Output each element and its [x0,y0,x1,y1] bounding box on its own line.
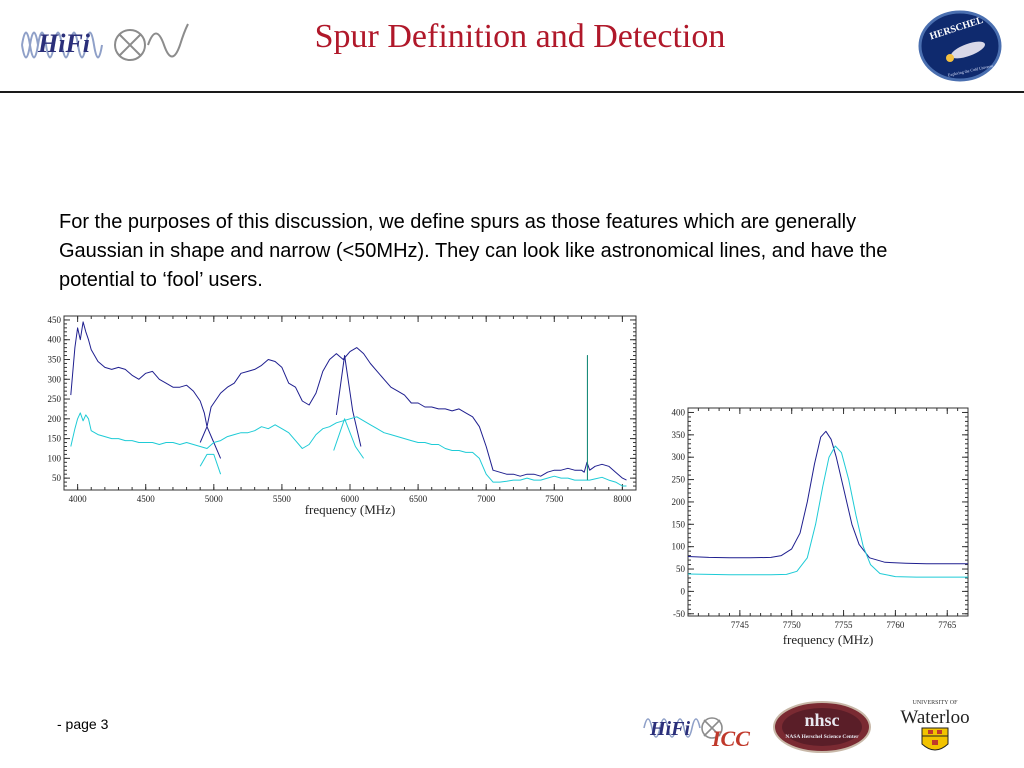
chart1-y-tick-label: 350 [48,355,62,365]
chart1-y-tick-label: 400 [48,335,62,345]
chart1-series-5 [333,418,365,459]
chart1-x-tick-label: 7000 [477,494,496,504]
chart1-x-axis-label: frequency (MHz) [305,502,396,517]
chart2-y-tick-label: 400 [672,407,686,417]
chart2-x-axis: 7745 7750 7755 7760 7765 [687,408,969,630]
chart2-series-1 [687,445,968,578]
waterloo-logo: UNIVERSITY OF Waterloo [894,694,976,760]
chart2-y-tick-label: 50 [676,564,686,574]
nhsc-logo-subtitle: NASA Herschel Science Center [785,734,859,740]
chart1-series-2 [335,355,362,447]
chart1-x-tick-label: 7500 [545,494,564,504]
page-title: Spur Definition and Detection [314,18,726,55]
chart2-y-tick-label: -50 [673,609,685,619]
wide-spectrum-chart: 4000 4500 5000 5500 6000 6500 7000 7500 8000 50 10… [48,315,637,517]
header-divider [0,91,1024,93]
chart1-y-tick-label: 200 [48,414,62,424]
chart2-y-tick-label: 100 [672,542,686,552]
chart2-y-tick-label: 300 [672,452,686,462]
nhsc-logo-text: nhsc [804,710,839,730]
chart2-x-tick-label: 7755 [835,620,854,630]
chart2-y-tick-label: 250 [672,475,686,485]
chart1-series-4 [199,453,222,475]
waterloo-logo-top: UNIVERSITY OF [913,700,959,706]
chart1-y-tick-label: 50 [52,473,62,483]
hifi-icc-logo: HiFi ICC [640,704,758,752]
chart1-x-tick-label: 4500 [137,494,156,504]
hifi-logo-text: HiFi [37,29,91,58]
chart1-y-tick-label: 250 [48,394,62,404]
zoomed-spur-chart: 7745 7750 7755 7760 7765 -50 0 50 100 150 200 250 30… [672,407,969,647]
chart1-y-tick-label: 450 [48,315,62,325]
chart1-y-axis: 50 100 150 200 250 300 350 400 450 [48,315,636,491]
chart2-y-tick-label: 0 [681,586,686,596]
chart1-y-tick-label: 100 [48,453,62,463]
chart2-frame [687,407,969,617]
chart1-x-tick-label: 8000 [613,494,632,504]
hifi-icc-text-2: ICC [711,726,750,751]
chart1-y-tick-label: 300 [48,374,62,384]
chart2-x-tick-label: 7760 [886,620,905,630]
chart1-x-tick-label: 5000 [205,494,224,504]
herschel-logo: HERSCHEL Exploring the Cold Universe [918,10,1002,82]
nhsc-logo: nhsc NASA Herschel Science Center [772,700,872,754]
chart2-y-tick-label: 150 [672,519,686,529]
hifi-logo: HiFi [12,14,192,76]
chart1-x-tick-label: 6000 [341,494,360,504]
chart2-x-axis-label: frequency (MHz) [783,632,874,647]
chart2-x-tick-label: 7745 [731,620,750,630]
chart1-x-tick-label: 6500 [409,494,428,504]
chart2-y-tick-label: 200 [672,497,686,507]
chart1-frame [63,315,637,491]
chart2-x-tick-label: 7765 [938,620,957,630]
chart1-series-3 [70,412,627,487]
page-number: - page 3 [57,716,109,732]
chart1-x-tick-label: 4000 [69,494,88,504]
chart1-series-0 [70,321,627,481]
body-paragraph: For the purposes of this discussion, we … [59,211,888,291]
chart1-series-1 [199,426,222,459]
chart1-x-tick-label: 5500 [273,494,292,504]
waterloo-logo-text: Waterloo [900,707,969,728]
chart2-series-0 [687,430,968,565]
chart2-x-tick-label: 7750 [783,620,802,630]
chart1-x-axis: 4000 4500 5000 5500 6000 6500 7000 7500 8000 [63,316,637,504]
hifi-icc-text-1: HiFi [649,718,690,740]
chart2-y-axis: -50 0 50 100 150 200 250 300 350 400 [672,407,968,619]
chart2-y-tick-label: 350 [672,430,686,440]
chart1-y-tick-label: 150 [48,434,62,444]
